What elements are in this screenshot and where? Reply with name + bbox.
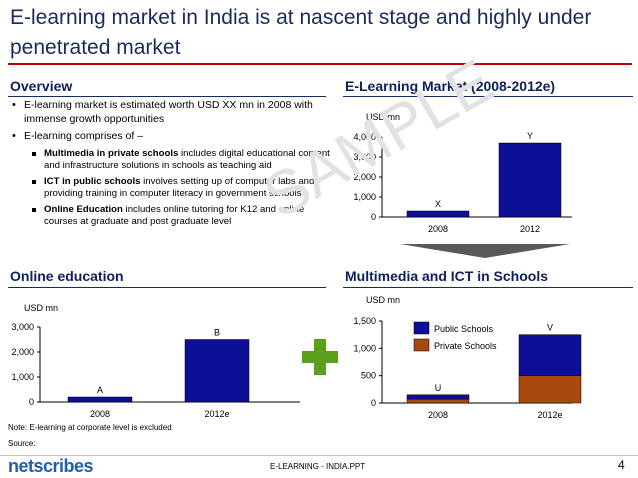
y-tick-label: 0 — [371, 398, 376, 408]
sub-bullet-text: involves setting up of computer labs and… — [44, 175, 315, 200]
bar-data-label: U — [435, 383, 442, 393]
x-tick-label: 2012e — [204, 409, 229, 419]
y-tick-label: 1,000 — [11, 372, 34, 382]
source-text: Source: — [8, 439, 36, 448]
x-tick-label: 2012e — [537, 410, 562, 420]
online-underline — [8, 287, 326, 288]
sub-bullet-bold: ICT in public schools — [44, 175, 141, 187]
sub-bullet-item: Online Education includes online tutorin… — [30, 204, 330, 229]
overview-underline — [8, 96, 326, 97]
y-tick-label: 1,000 — [353, 343, 376, 353]
legend-label: Public Schools — [434, 324, 494, 334]
online-heading: Online education — [10, 268, 124, 284]
bar-data-label: V — [547, 323, 553, 333]
bar-segment — [406, 398, 470, 404]
square-bullet-icon — [32, 179, 36, 184]
sub-bullet-text: includes digital educational content and… — [44, 147, 330, 172]
title-divider — [8, 63, 632, 65]
multimedia-underline — [343, 287, 633, 288]
note-text: Note: E-learning at corporate level is e… — [8, 423, 172, 432]
sub-bullet-bold: Online Education — [44, 203, 123, 215]
bullet-text: E-learning comprises of – — [24, 130, 144, 142]
page-title: E-learning market in India is at nascent… — [10, 6, 592, 59]
bar — [67, 396, 133, 403]
y-tick-label: 2,000 — [353, 172, 376, 182]
x-tick-label: 2008 — [428, 410, 448, 420]
sub-bullet-bold: Multimedia in private schools — [44, 147, 179, 159]
axis-unit-label: USD mn — [24, 303, 58, 313]
overview-bullets: • E-learning market is estimated worth US… — [10, 99, 330, 232]
x-tick-label: 2012 — [520, 224, 540, 234]
sub-bullet-item: ICT in public schools involves setting u… — [30, 176, 330, 201]
y-tick-label: 0 — [371, 212, 376, 222]
y-tick-label: 4,000 — [353, 132, 376, 142]
axis-unit-label: USD mn — [366, 295, 400, 305]
axis-unit-label: USD mn — [366, 112, 400, 122]
bar-segment — [406, 394, 470, 400]
x-tick-label: 2008 — [428, 224, 448, 234]
overview-heading: Overview — [10, 78, 73, 94]
bar-data-label: X — [435, 199, 441, 209]
y-tick-label: 2,000 — [11, 347, 34, 357]
y-tick-label: 1,500 — [353, 316, 376, 326]
y-tick-label: 0 — [29, 397, 34, 407]
bullet-item: • E-learning market is estimated worth US… — [10, 99, 330, 126]
netscribes-logo: netscribes — [8, 456, 94, 476]
y-tick-label: 3,000 — [11, 322, 34, 332]
y-tick-label: 500 — [361, 371, 376, 381]
bullet-text: E-learning market is estimated worth USD… — [24, 99, 313, 125]
bar-data-label: B — [214, 328, 220, 338]
x-tick-label: 2008 — [90, 409, 110, 419]
sub-bullet-text: includes online tutoring for K12 and onl… — [44, 203, 305, 228]
down-arrow-icon — [400, 244, 570, 258]
bullet-dot-icon: • — [12, 99, 16, 111]
bar-segment — [518, 375, 582, 404]
bullet-dot-icon: • — [12, 130, 16, 142]
bar-segment — [518, 334, 582, 376]
legend-swatch — [413, 321, 430, 335]
legend-label: Private Schools — [434, 341, 497, 351]
bar-data-label: Y — [527, 131, 533, 141]
legend-swatch — [413, 338, 430, 352]
bar-data-label: A — [97, 385, 103, 395]
multimedia-heading: Multimedia and ICT in Schools — [345, 268, 549, 284]
market-heading: E-Learning Market (2008-2012e) — [345, 78, 556, 94]
square-bullet-icon — [32, 151, 36, 156]
y-tick-label: 1,000 — [353, 192, 376, 202]
bar — [184, 339, 250, 403]
footer-divider — [0, 455, 638, 456]
market-underline — [343, 96, 633, 97]
footer-filename: E-LEARNING - INDIA.PPT — [270, 462, 366, 471]
bar — [406, 210, 470, 218]
square-bullet-icon — [32, 207, 36, 212]
plus-icon — [302, 339, 338, 375]
y-tick-label: 3,000 — [353, 152, 376, 162]
bar — [498, 142, 562, 218]
sub-bullet-item: Multimedia in private schools includes d… — [30, 148, 330, 173]
page-number: 4 — [618, 458, 625, 472]
bullet-item: • E-learning comprises of – — [10, 130, 330, 144]
